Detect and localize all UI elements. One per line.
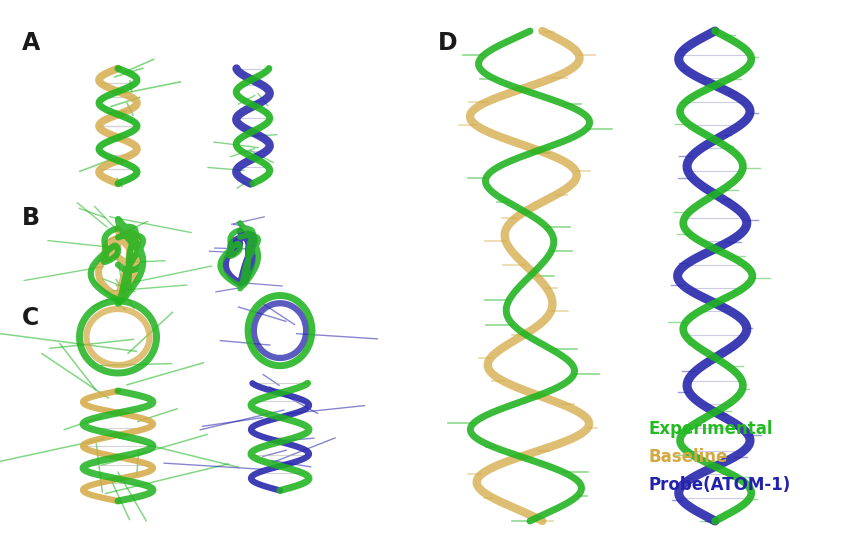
Text: D: D — [438, 31, 457, 55]
Text: B: B — [22, 206, 40, 230]
Text: Probe(ATOM-1): Probe(ATOM-1) — [648, 476, 790, 494]
Text: Experimental: Experimental — [648, 420, 772, 438]
Text: A: A — [22, 31, 41, 55]
Text: C: C — [22, 306, 40, 330]
Text: Baseline: Baseline — [648, 448, 728, 466]
